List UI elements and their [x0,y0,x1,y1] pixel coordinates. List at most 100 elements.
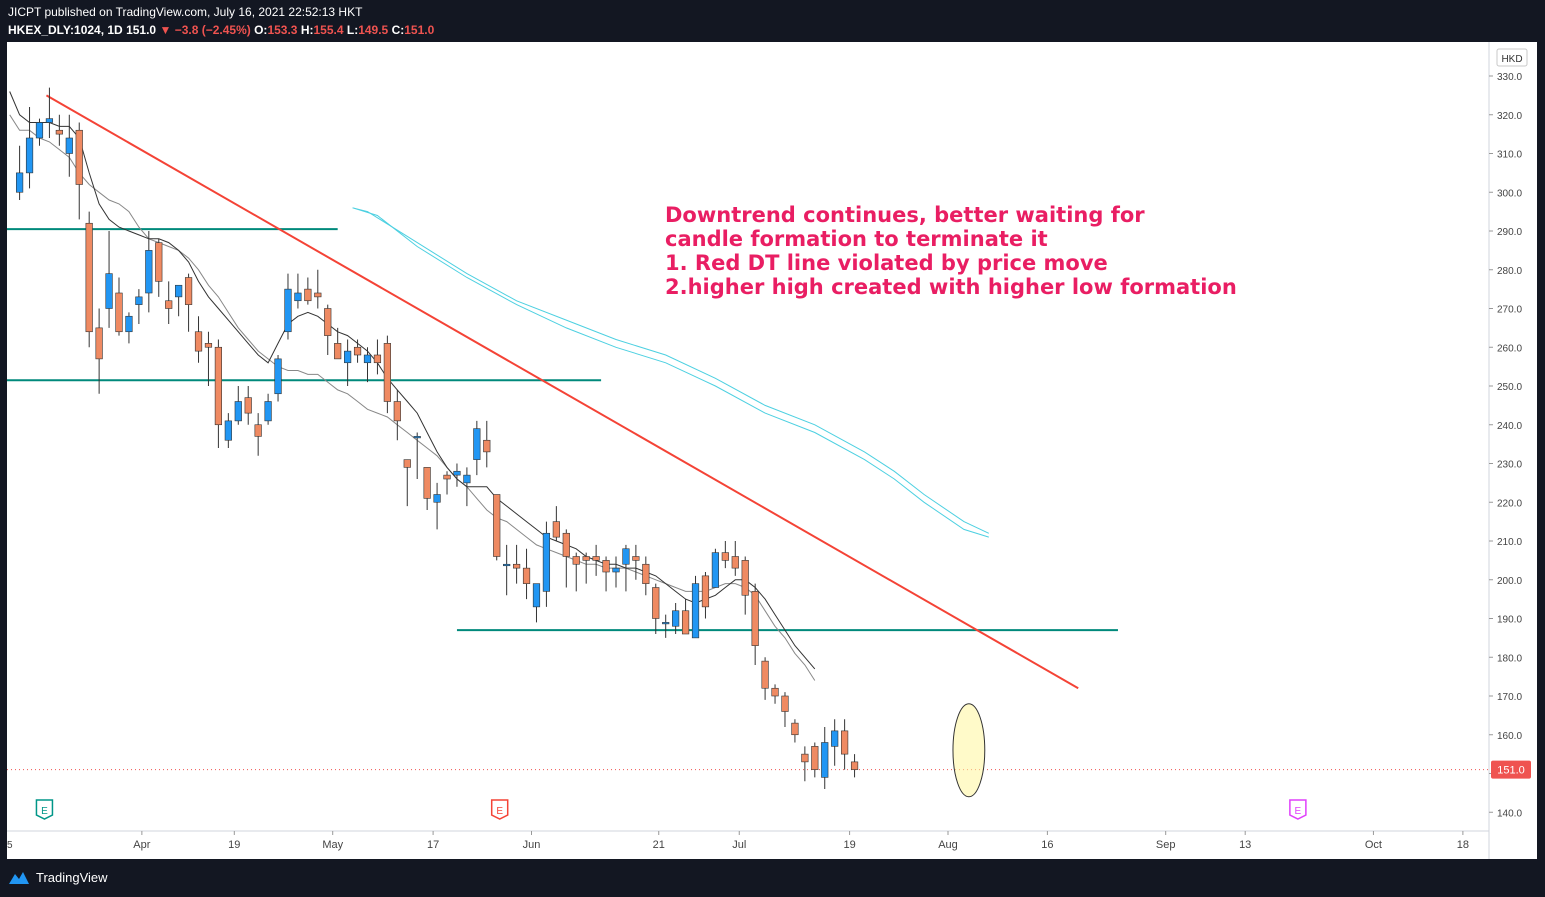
candle[interactable] [65,137,73,154]
candle[interactable] [304,288,312,302]
candle[interactable] [135,296,143,305]
downtrend-line[interactable] [45,94,1079,690]
candle[interactable] [532,583,541,608]
candle[interactable] [25,137,34,174]
candle[interactable] [552,521,560,538]
candle[interactable] [751,591,759,646]
candle[interactable] [761,660,769,689]
candle[interactable] [274,358,282,395]
candle[interactable] [681,610,690,635]
candle[interactable] [622,548,630,565]
candle[interactable] [831,730,839,747]
candle[interactable] [542,532,551,592]
candle[interactable] [204,343,213,348]
candle[interactable] [781,695,789,712]
candle[interactable] [403,459,411,468]
candle[interactable] [711,552,719,588]
ma-cyan-line[interactable] [352,207,990,534]
candle[interactable] [612,567,620,573]
candle[interactable] [701,575,710,608]
candle[interactable] [811,746,819,770]
candle[interactable] [721,552,729,561]
candle[interactable] [522,567,531,584]
candle[interactable] [353,346,362,356]
earnings-marker-icon[interactable] [35,799,54,820]
annotation-text[interactable]: Downtrend continues, better waiting for [665,203,1145,227]
candle[interactable] [771,687,779,697]
candle[interactable] [691,583,700,639]
candle[interactable] [95,327,103,360]
candle[interactable] [602,560,610,573]
candle[interactable] [184,277,193,305]
candle[interactable] [334,343,342,360]
candle[interactable] [165,300,173,309]
candle[interactable] [324,308,332,336]
candle[interactable] [294,292,302,302]
candle[interactable] [662,622,670,625]
candle[interactable] [175,284,183,298]
candle[interactable] [821,742,829,778]
candle[interactable] [801,753,809,763]
candle[interactable] [45,118,54,123]
candle[interactable] [841,730,849,755]
candle[interactable] [393,401,401,422]
currency-box[interactable] [1496,48,1528,67]
candle[interactable] [632,556,640,561]
candle[interactable] [731,556,739,569]
symbol-label[interactable]: HKEX_DLY:1024, 1D [8,23,123,37]
highlight-ellipse[interactable] [952,703,986,798]
candle[interactable] [582,556,590,561]
candle[interactable] [850,761,859,770]
candle[interactable] [244,397,252,414]
candle[interactable] [254,424,262,437]
candle[interactable] [194,331,203,352]
chart-canvas[interactable]: Downtrend continues, better waiting forc… [7,42,1537,859]
candle[interactable] [503,563,511,567]
candle[interactable] [572,556,580,565]
candle[interactable] [373,354,382,364]
candle[interactable] [214,346,223,426]
candle[interactable] [264,401,272,422]
candle[interactable] [512,563,521,569]
candle[interactable] [413,436,421,439]
candle[interactable] [314,292,322,298]
annotation-text[interactable]: candle formation to terminate it [665,227,1048,251]
candle[interactable] [423,467,431,499]
candle[interactable] [145,250,153,294]
candle[interactable] [234,401,242,422]
candle[interactable] [344,350,352,364]
ma-slow-line[interactable] [9,114,816,681]
candle[interactable] [125,315,133,333]
candle[interactable] [483,439,491,453]
candle[interactable] [652,587,660,619]
candle[interactable] [284,288,292,333]
candle[interactable] [363,354,372,364]
candle[interactable] [115,292,123,333]
candle[interactable] [493,494,501,557]
candle[interactable] [16,172,24,193]
candle[interactable] [791,722,799,736]
candle[interactable] [75,129,83,185]
candle[interactable] [155,242,163,282]
chart-pane[interactable]: Downtrend continues, better waiting for c… [7,42,1537,859]
earnings-marker-icon[interactable] [1289,799,1307,820]
last-price-tag[interactable] [1491,760,1531,779]
candle[interactable] [473,428,481,460]
candle[interactable] [592,556,600,561]
candle[interactable] [443,474,451,480]
candle[interactable] [642,563,650,584]
candle[interactable] [383,343,391,402]
annotation-text[interactable]: 2.higher high created with higher low fo… [665,275,1237,299]
ma-cyan-line[interactable] [352,207,989,538]
candle[interactable] [35,122,44,139]
earnings-marker-icon[interactable] [490,799,509,820]
candle[interactable] [672,610,680,627]
candle[interactable] [463,474,471,484]
candle[interactable] [433,494,441,503]
candle[interactable] [105,273,113,309]
candle[interactable] [741,560,749,596]
candle[interactable] [85,222,93,333]
annotation-text[interactable]: 1. Red DT line violated by price move [665,251,1108,275]
ma-fast-line[interactable] [9,91,816,670]
candle[interactable] [562,532,570,557]
